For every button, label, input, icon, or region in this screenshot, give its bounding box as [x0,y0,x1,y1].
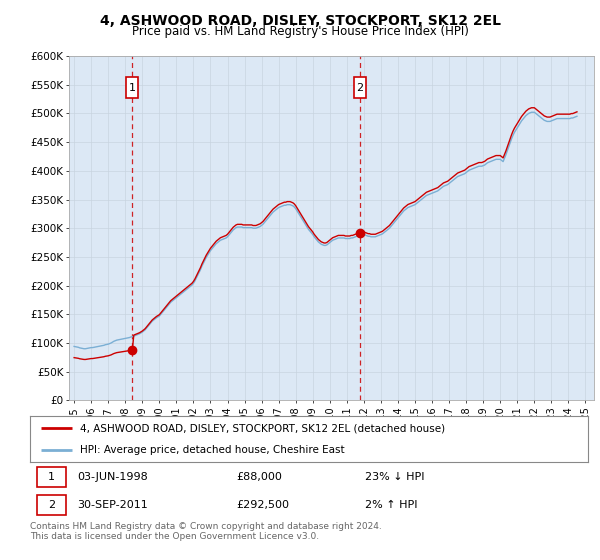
Text: 1: 1 [48,472,55,482]
Text: 2% ↑ HPI: 2% ↑ HPI [365,500,418,510]
Text: £292,500: £292,500 [236,500,289,510]
Text: £88,000: £88,000 [236,472,283,482]
Text: 2: 2 [356,82,363,92]
Text: 03-JUN-1998: 03-JUN-1998 [77,472,148,482]
Text: 30-SEP-2011: 30-SEP-2011 [77,500,148,510]
FancyBboxPatch shape [127,77,139,98]
Text: HPI: Average price, detached house, Cheshire East: HPI: Average price, detached house, Ches… [80,445,345,455]
Text: Contains HM Land Registry data © Crown copyright and database right 2024.
This d: Contains HM Land Registry data © Crown c… [30,522,382,542]
Text: 4, ASHWOOD ROAD, DISLEY, STOCKPORT, SK12 2EL: 4, ASHWOOD ROAD, DISLEY, STOCKPORT, SK12… [100,14,500,28]
FancyBboxPatch shape [37,467,66,487]
Text: 1: 1 [129,82,136,92]
Text: Price paid vs. HM Land Registry's House Price Index (HPI): Price paid vs. HM Land Registry's House … [131,25,469,38]
FancyBboxPatch shape [37,495,66,515]
Text: 23% ↓ HPI: 23% ↓ HPI [365,472,424,482]
Text: 4, ASHWOOD ROAD, DISLEY, STOCKPORT, SK12 2EL (detached house): 4, ASHWOOD ROAD, DISLEY, STOCKPORT, SK12… [80,423,445,433]
FancyBboxPatch shape [353,77,365,98]
Text: 2: 2 [47,500,55,510]
